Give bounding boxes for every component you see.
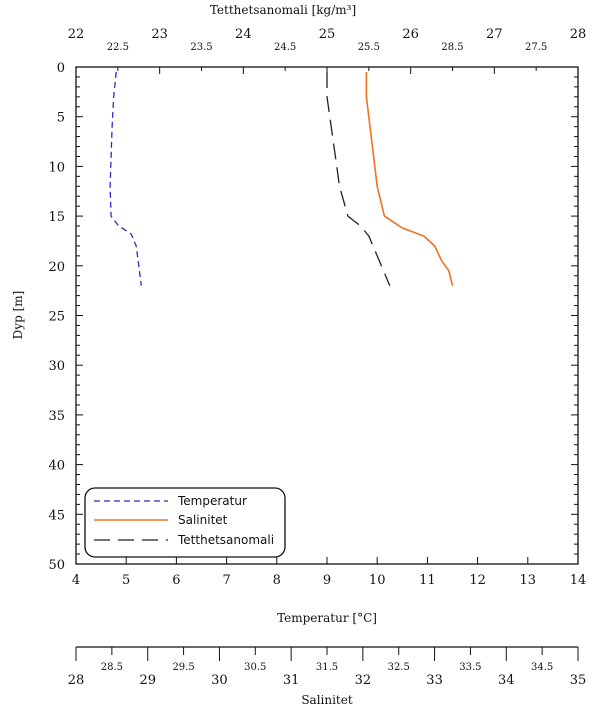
salinity-tick-label: 34 (498, 673, 515, 688)
density-tick-label: 26 (402, 27, 419, 42)
salinity-axis: 28 29 30 31 32 33 34 35 28.5 29.5 30.5 31.5 32.5 33.5… (68, 646, 587, 688)
temperature-tick-label: 6 (172, 573, 180, 588)
density-minor-tick-label: 24.5 (274, 42, 296, 53)
density-minor-tick-label: 23.5 (190, 42, 212, 53)
legend-box (84, 487, 286, 558)
depth-axis-title: Dyp [m] (11, 291, 25, 340)
temperature-tick-label: 11 (419, 573, 436, 588)
temperature-tick-label: 14 (570, 573, 587, 588)
depth-ticks-left: 0 5 10 15 20 25 30 35 40 45 50 (48, 61, 83, 573)
salinity-minor-tick-label: 33.5 (459, 662, 481, 673)
salinity-minor-tick-label: 28.5 (101, 662, 123, 673)
salinity-tick-label: 35 (570, 673, 587, 688)
legend-label-tetthetsanomali: Tetthetsanomali (177, 533, 274, 547)
series-temperatur-line (109, 71, 142, 286)
density-tick-label: 28 (570, 27, 587, 42)
depth-tick-label: 10 (48, 160, 65, 175)
depth-tick-label: 40 (48, 459, 65, 474)
salinity-minor-tick-label: 31.5 (316, 662, 338, 673)
temperature-ticks: 4 5 6 7 8 9 10 11 12 13 14 (72, 557, 586, 588)
series-salinitet-line (365, 72, 454, 286)
depth-tick-label: 5 (57, 111, 65, 126)
salinity-tick-label: 28 (68, 673, 85, 688)
temperature-tick-label: 10 (369, 573, 386, 588)
density-minor-tick-label: 25.5 (358, 42, 380, 53)
salinity-axis-title: Salinitet (301, 693, 353, 707)
salinity-minor-tick-label: 30.5 (244, 662, 266, 673)
depth-tick-label: 0 (57, 61, 65, 76)
legend-label-temperatur: Temperatur (177, 494, 247, 508)
depth-ticks-right (571, 66, 578, 565)
salinity-tick-label: 33 (426, 673, 443, 688)
density-minor-tick-label: 28.5 (441, 42, 463, 53)
depth-tick-label: 15 (48, 210, 65, 225)
density-tick-label: 22 (68, 27, 85, 42)
salinity-minor-tick-label: 29.5 (172, 662, 194, 673)
temperature-tick-label: 7 (222, 573, 230, 588)
density-tick-label: 23 (151, 27, 168, 42)
temperature-tick-label: 9 (323, 573, 331, 588)
legend-label-salinitet: Salinitet (178, 513, 228, 527)
legend: Temperatur Salinitet Tetthetsanomali (84, 487, 286, 558)
temperature-axis-title: Temperatur [°C] (277, 611, 377, 625)
depth-tick-label: 50 (48, 558, 65, 573)
temperature-tick-label: 12 (469, 573, 486, 588)
series-tetthetsanomali-line (326, 72, 391, 286)
depth-tick-label: 35 (48, 409, 65, 424)
density-axis-title: Tetthetsanomali [kg/m³] (210, 3, 356, 17)
series-group (109, 71, 454, 286)
depth-tick-label: 25 (48, 310, 65, 325)
depth-tick-label: 20 (48, 260, 65, 275)
temperature-tick-label: 4 (72, 573, 80, 588)
depth-tick-label: 45 (48, 508, 65, 523)
density-tick-label: 24 (235, 27, 252, 42)
temperature-tick-label: 8 (273, 573, 281, 588)
density-minor-tick-label: 22.5 (107, 42, 129, 53)
temperature-tick-label: 13 (520, 573, 537, 588)
density-minor-tick-label: 27.5 (525, 42, 547, 53)
salinity-tick-label: 32 (355, 673, 372, 688)
salinity-tick-label: 31 (283, 673, 300, 688)
density-tick-label: 27 (486, 27, 503, 42)
salinity-tick-label: 30 (211, 673, 228, 688)
salinity-minor-tick-label: 32.5 (388, 662, 410, 673)
depth-tick-label: 30 (48, 359, 65, 374)
temperature-tick-label: 5 (122, 573, 130, 588)
salinity-minor-tick-label: 34.5 (531, 662, 553, 673)
salinity-tick-label: 29 (139, 673, 156, 688)
density-tick-label: 25 (319, 27, 336, 42)
